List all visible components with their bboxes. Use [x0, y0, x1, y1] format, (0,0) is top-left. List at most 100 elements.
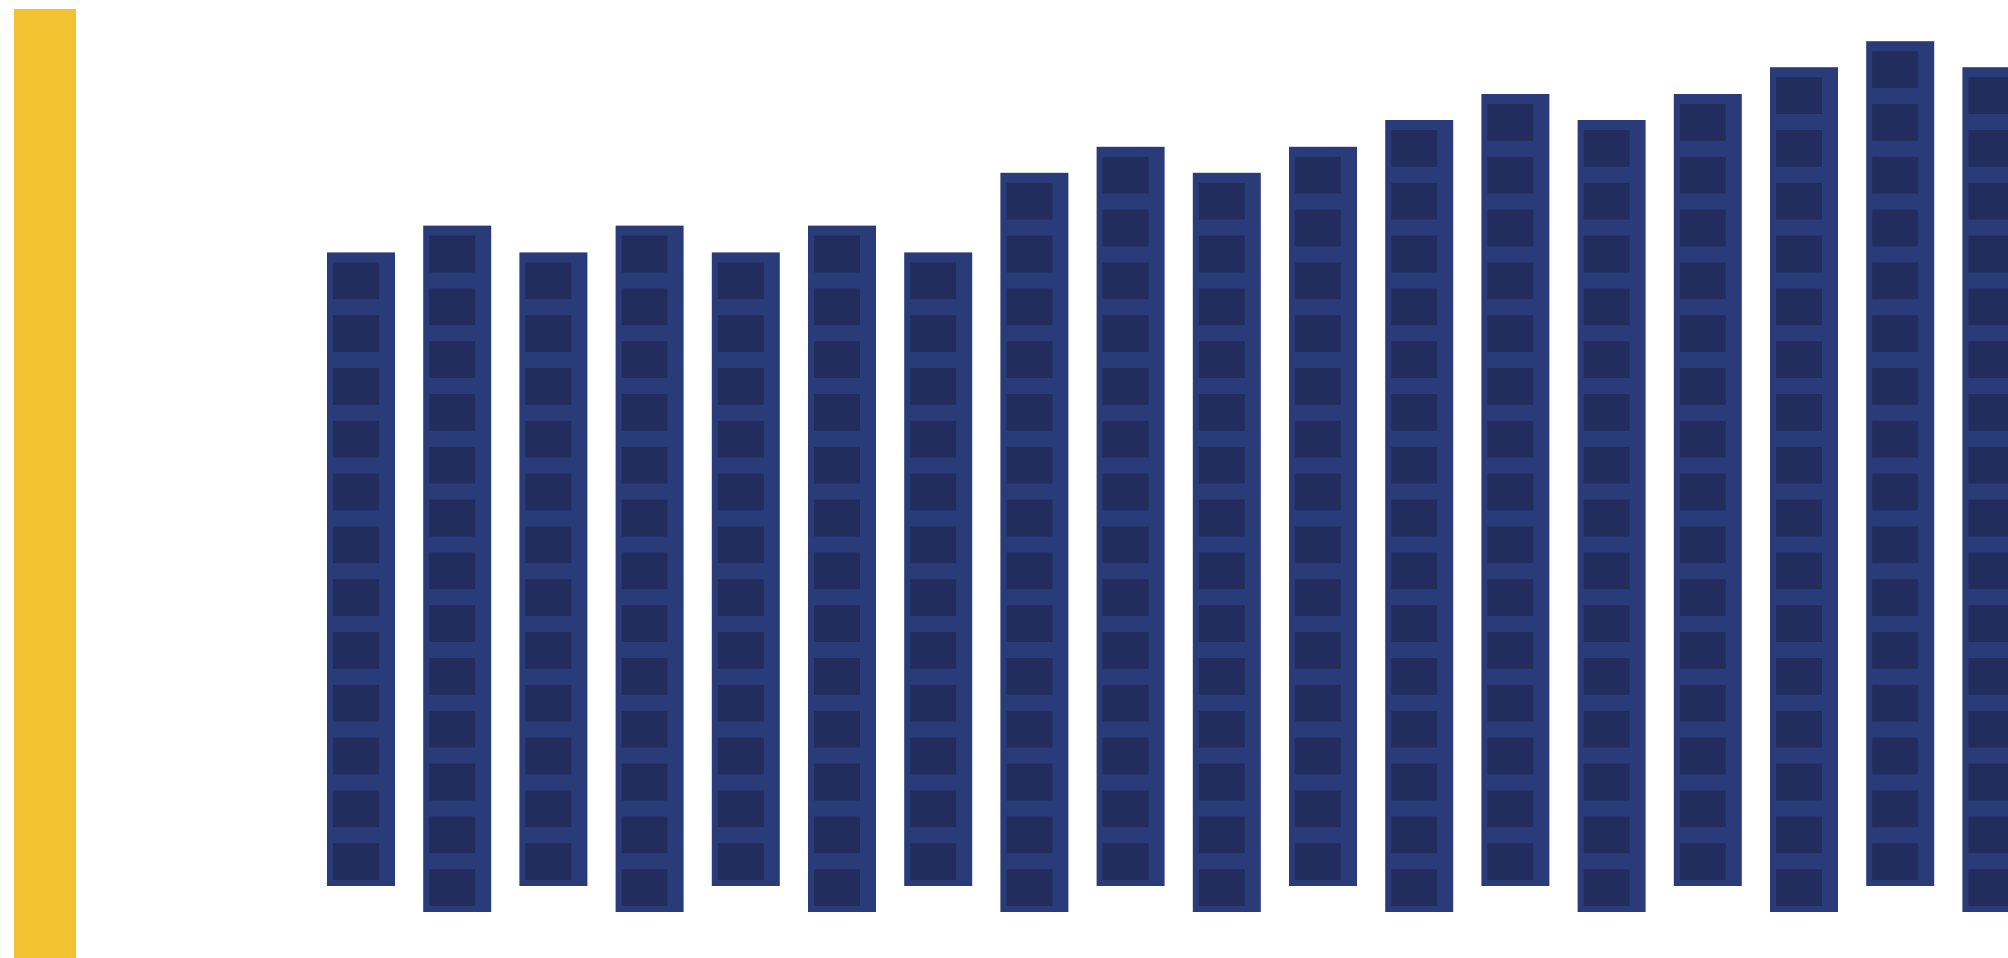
column-cell [1295, 843, 1341, 880]
column-cell [814, 710, 860, 748]
column-cell [910, 684, 957, 722]
column-cell [1487, 684, 1534, 722]
column-cell [1968, 499, 2008, 537]
column-cell [1679, 104, 1726, 141]
column-cell [621, 658, 668, 695]
column-cell [1102, 579, 1149, 616]
column-cell [621, 869, 668, 906]
column [1096, 146, 1165, 887]
column-cell [717, 473, 764, 511]
column-cell [910, 473, 957, 511]
column-cell [910, 420, 957, 458]
column-cell [1583, 869, 1630, 906]
column-cell [910, 526, 957, 564]
column-cell [1391, 605, 1438, 642]
column-cell [1295, 790, 1341, 828]
column-cell [621, 763, 668, 801]
column-frame [327, 252, 395, 886]
column-cell [717, 262, 764, 300]
column-cell [1968, 288, 2008, 326]
column-cell [1487, 526, 1534, 564]
column-cell [333, 315, 379, 352]
column-cell [1583, 499, 1630, 537]
column-cell [333, 526, 379, 564]
column-cell [1872, 209, 1919, 247]
column-cell [1968, 130, 2008, 167]
column-cell [1968, 763, 2008, 801]
column-cell [1679, 526, 1726, 564]
column-cell [1776, 658, 1822, 695]
column-cell [910, 632, 957, 669]
column-cell [1295, 737, 1341, 775]
column-cell [910, 579, 957, 616]
column-cell [910, 737, 957, 775]
column-cell [1102, 843, 1149, 880]
column-cell [1102, 473, 1149, 511]
column-cell [1679, 684, 1726, 722]
column-cell [525, 368, 572, 405]
column-cell [1006, 182, 1053, 220]
column-cell [910, 315, 957, 352]
column-cell [1006, 499, 1053, 537]
column-cell [1295, 315, 1341, 352]
column-frame [1289, 146, 1357, 887]
column-cell [1006, 288, 1053, 326]
column-cell [1583, 182, 1630, 220]
column [1289, 146, 1357, 887]
column-cell [1583, 816, 1630, 854]
column-cell [1968, 869, 2008, 906]
column-cell [717, 790, 764, 828]
column-cell [1006, 710, 1053, 748]
column-cell [1583, 130, 1630, 167]
column-cell [814, 816, 860, 854]
column-cell [1776, 446, 1822, 484]
column-cell [1295, 368, 1341, 405]
column-cell [1487, 579, 1534, 616]
column-cell [1583, 341, 1630, 378]
column-cell [1102, 156, 1149, 194]
column-cell [621, 499, 668, 537]
column-cell [1102, 420, 1149, 458]
column-cell [525, 632, 572, 669]
column-cell [525, 526, 572, 564]
column-cell [1391, 288, 1438, 326]
column-cell [1776, 182, 1822, 220]
column-cell [1198, 816, 1245, 854]
column-cell [1968, 394, 2008, 431]
column-cell [717, 579, 764, 616]
column-cell [1198, 869, 1245, 906]
column-cell [1968, 816, 2008, 854]
column-cell [910, 368, 957, 405]
column-cell [1872, 156, 1919, 194]
column-cell [525, 790, 572, 828]
column-cell [1295, 473, 1341, 511]
column-cell [1679, 843, 1726, 880]
column-cell [1776, 235, 1822, 273]
column-cell [333, 632, 379, 669]
column-cell [1006, 341, 1053, 378]
column-cell [1776, 552, 1822, 590]
column [423, 225, 492, 913]
column-cell [717, 684, 764, 722]
column-cell [1679, 632, 1726, 669]
column-cell [429, 605, 476, 642]
column-cell [814, 869, 860, 906]
column-cell [1968, 446, 2008, 484]
column-cell [1776, 605, 1822, 642]
column-cell [525, 262, 572, 300]
column-cell [621, 394, 668, 431]
column-cell [1776, 499, 1822, 537]
column-cell [1776, 394, 1822, 431]
column-cell [1872, 420, 1919, 458]
column-cell [429, 552, 476, 590]
column-cell [333, 579, 379, 616]
column-cell [1872, 737, 1919, 775]
column-cell [429, 710, 476, 748]
column-cell [1968, 182, 2008, 220]
column-cell [1968, 710, 2008, 748]
column-cell [1391, 658, 1438, 695]
column-cell [1102, 684, 1149, 722]
column-cell [429, 235, 476, 273]
column-cell [1198, 394, 1245, 431]
column-cell [525, 737, 572, 775]
